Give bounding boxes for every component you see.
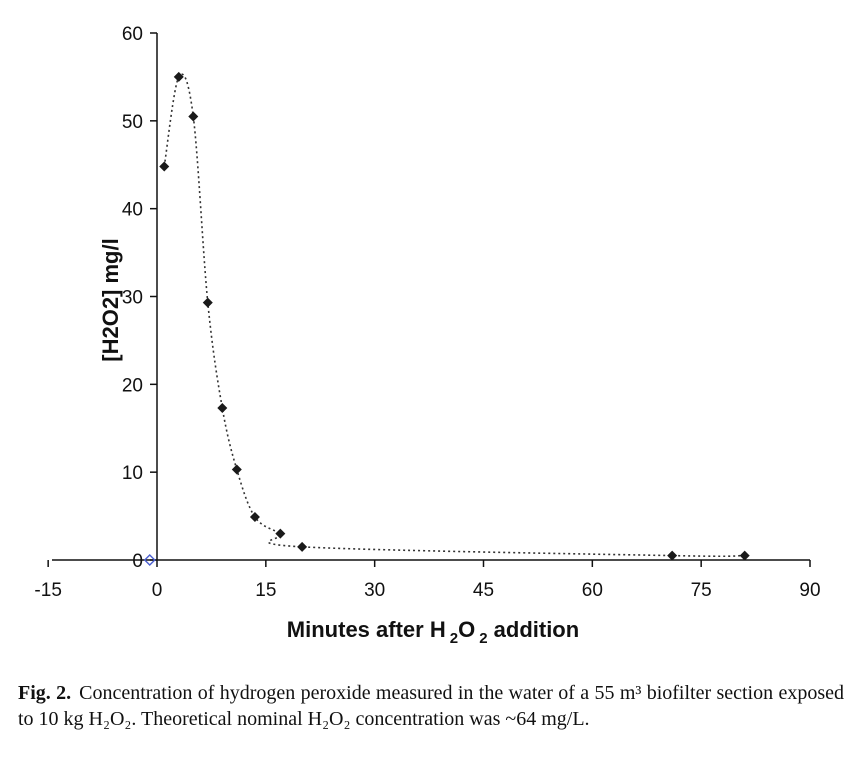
data-point [188, 111, 199, 122]
x-tick-label: 60 [582, 580, 603, 601]
y-ticks: 0 10 20 30 40 50 60 [122, 24, 157, 572]
x-tick-label: 15 [255, 580, 276, 601]
data-points [143, 71, 750, 566]
x-axis-title-part1: Minutes after H [287, 617, 446, 642]
x-tick-label: 90 [799, 580, 820, 601]
data-point [739, 550, 750, 561]
x-tick-label: 45 [473, 580, 494, 601]
y-tick-label: 0 [132, 551, 143, 572]
x-tick-label: 0 [152, 580, 163, 601]
series-line [163, 73, 745, 558]
y-tick-label: 30 [122, 288, 143, 309]
data-point [275, 528, 286, 539]
x-ticks: -15 0 15 30 45 60 75 90 [34, 560, 821, 601]
x-axis-title: Minutes after H 2O 2 addition [287, 617, 579, 647]
x-axis-title-sub2: 2 [479, 630, 487, 647]
x-tick-label: 30 [364, 580, 385, 601]
data-point [297, 541, 308, 552]
data-point [217, 403, 228, 414]
open-data-point [143, 554, 156, 566]
figure-caption: Fig. 2. Concentration of hydrogen peroxid… [18, 680, 844, 732]
data-point [173, 71, 184, 82]
x-axis-title-part3: addition [488, 617, 580, 642]
chart: 0 10 20 30 40 50 60 -15 0 15 30 45 60 75 90 [H2O2] mg… [34, 24, 821, 647]
data-point [667, 550, 678, 561]
y-tick-label: 20 [122, 375, 143, 396]
x-tick-label: 75 [691, 580, 712, 601]
x-tick-label: -15 [34, 580, 61, 601]
data-point [249, 511, 260, 522]
caption-text: Concentration of hydrogen peroxide measu… [18, 682, 844, 730]
y-tick-label: 60 [122, 24, 143, 45]
y-tick-label: 10 [122, 463, 143, 484]
y-tick-label: 50 [122, 112, 143, 133]
data-point [159, 161, 170, 172]
x-axis-title-part2: O [458, 617, 475, 642]
figure-label: Fig. 2. [18, 682, 72, 704]
data-point [231, 464, 242, 475]
y-axis-title: [H2O2] mg/l [98, 238, 123, 361]
data-point [202, 297, 213, 308]
y-tick-label: 40 [122, 200, 143, 221]
x-axis-title-sub1: 2 [450, 630, 458, 647]
